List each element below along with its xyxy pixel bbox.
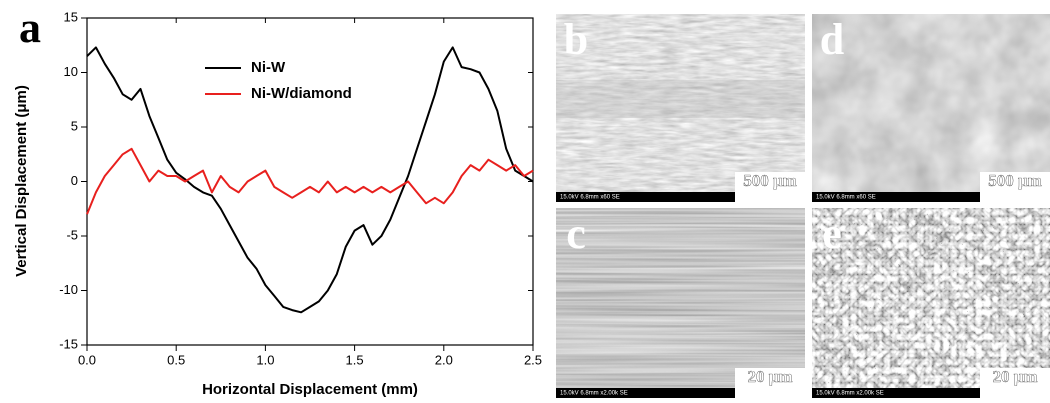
- scale-label: 500 μm: [988, 171, 1042, 190]
- scale-box: [735, 172, 805, 202]
- legend-label: Ni-W/diamond: [251, 85, 352, 102]
- panel-label: a: [19, 3, 41, 52]
- legend-label: Ni-W: [251, 59, 286, 76]
- sem-info: 15.0kV 6.8mm x60 SE: [560, 195, 620, 201]
- sem-texture: [556, 14, 805, 202]
- y-tick-label: 0: [71, 173, 78, 188]
- info-strip: [812, 388, 1050, 398]
- info-strip: [556, 388, 805, 398]
- sem-texture: [812, 14, 1050, 202]
- sem-image: 15.0kV 6.8mm x2.00k SE 20 μm e: [812, 208, 1050, 398]
- scale-label: 500 μm: [743, 171, 797, 190]
- sem-info: 15.0kV 6.8mm x2.00k SE: [560, 391, 628, 397]
- x-tick-label: 1.5: [346, 352, 364, 367]
- x-tick-label: 2.5: [524, 352, 542, 367]
- info-strip: [556, 192, 805, 202]
- scale-box: [735, 368, 805, 398]
- y-tick-label: 5: [71, 118, 78, 133]
- sem-info: 15.0kV 6.8mm x60 SE: [816, 195, 876, 201]
- x-tick-label: 0.0: [78, 352, 96, 367]
- sem-texture: [556, 208, 805, 398]
- series-line: [86, 46, 534, 314]
- x-axis-title: Horizontal Displacement (mm): [202, 381, 418, 398]
- panel-label: b: [564, 15, 588, 64]
- sem-image: 15.0kV 6.8mm x2.00k SE 20 μm c: [556, 208, 805, 398]
- info-strip: [812, 192, 1050, 202]
- y-tick-label: -5: [66, 227, 78, 242]
- scale-label: 20 μm: [747, 367, 792, 386]
- plot-frame: [86, 17, 534, 346]
- x-tick-label: 0.5: [167, 352, 185, 367]
- y-tick-label: -10: [59, 282, 78, 297]
- sem-texture: [812, 208, 1050, 398]
- scale-box: [980, 368, 1050, 398]
- series-line: [86, 147, 534, 215]
- y-tick-label: 15: [64, 9, 78, 24]
- sem-image: 15.0kV 6.8mm x60 SE 500 μm b: [556, 14, 805, 202]
- scale-box: [980, 172, 1050, 202]
- y-axis-title: Vertical Displacement (μm): [13, 85, 30, 277]
- wear-track: [556, 80, 805, 118]
- panel-label: d: [820, 15, 844, 64]
- panel-label: e: [822, 209, 842, 258]
- x-tick-label: 1.0: [256, 352, 274, 367]
- panel-label: c: [566, 209, 586, 258]
- y-tick-label: 10: [64, 64, 78, 79]
- x-tick-label: 2.0: [435, 352, 453, 367]
- y-tick-label: -15: [59, 336, 78, 351]
- sem-info: 15.0kV 6.8mm x2.00k SE: [816, 391, 884, 397]
- sem-image: 15.0kV 6.8mm x60 SE 500 μm d: [812, 14, 1050, 202]
- scale-label: 20 μm: [992, 367, 1037, 386]
